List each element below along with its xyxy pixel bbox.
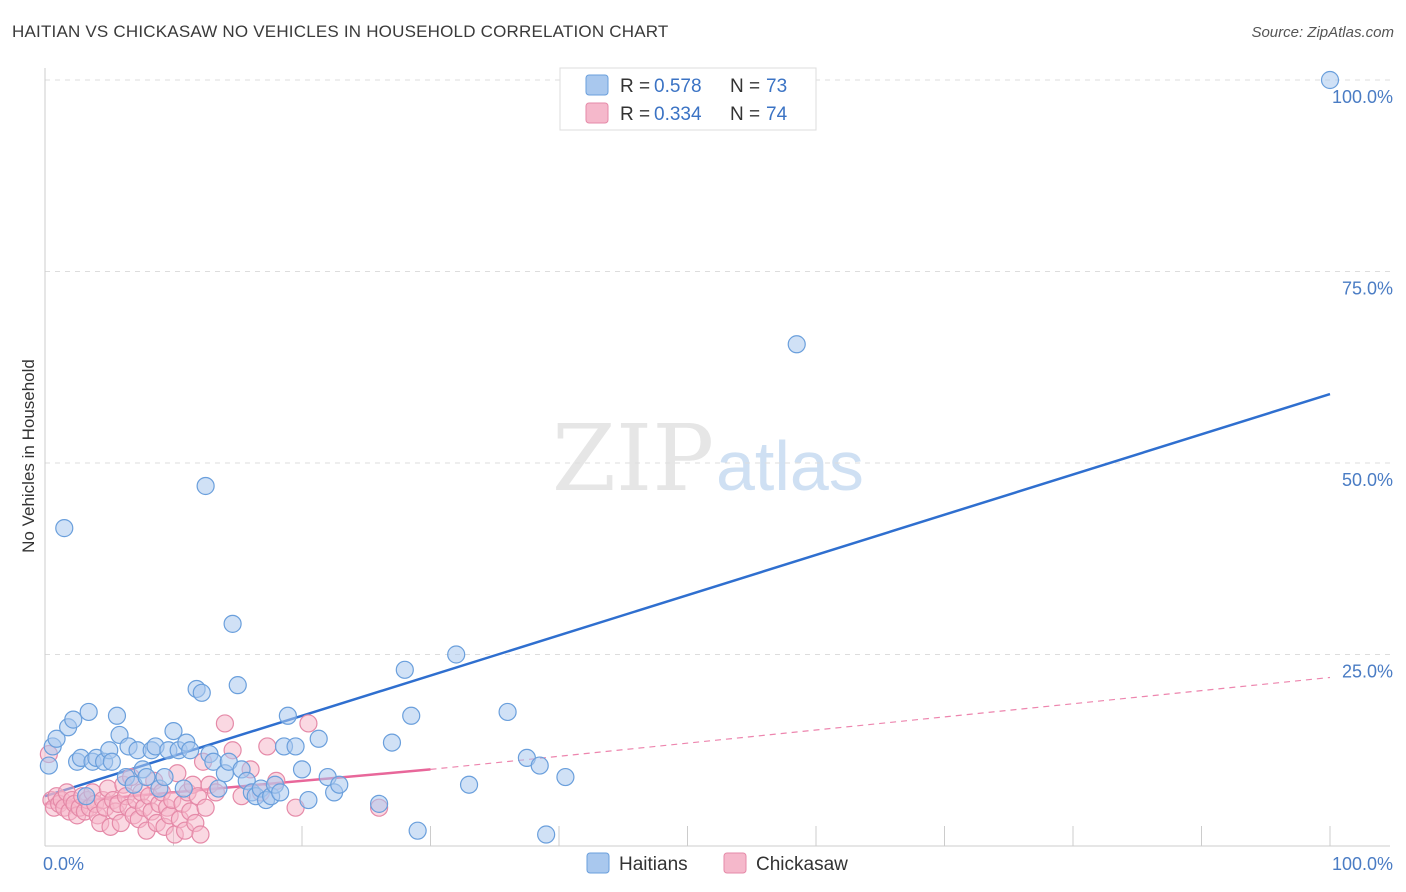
haitians-point [498, 702, 517, 722]
haitians-series-swatch [586, 852, 610, 874]
haitians-point [447, 645, 466, 664]
haitians-point [107, 706, 127, 725]
haitians-point [556, 767, 575, 787]
haitians-point [408, 821, 427, 840]
chickasaw-series-label: Chickasaw [756, 854, 848, 875]
source-credit: Source: ZipAtlas.com [1251, 24, 1394, 41]
haitians-trend-line [44, 392, 1331, 798]
haitians-point [174, 779, 193, 798]
haitians-point [223, 614, 242, 633]
y-tick-label: 100.0% [1332, 87, 1393, 107]
chickasaw-legend-swatch [585, 102, 609, 124]
chart-title: HAITIAN VS CHICKASAW NO VEHICLES IN HOUS… [12, 22, 669, 41]
x-tick-label: 100.0% [1332, 854, 1393, 874]
haitians-point [402, 706, 421, 725]
haitians-n-value: 73 [766, 76, 787, 97]
haitians-point [330, 775, 349, 794]
chickasaw-series-swatch [723, 852, 747, 874]
haitians-n-label: N = [730, 76, 760, 97]
chickasaw-trend-extension [430, 676, 1331, 770]
y-tick-label: 25.0% [1342, 662, 1393, 682]
haitians-point [278, 706, 297, 725]
x-tick-labels: 0.0% 100.0% [43, 854, 1393, 874]
chickasaw-point [196, 798, 215, 817]
watermark-zip: ZIP [552, 405, 714, 512]
watermark-atlas: atlas [716, 427, 864, 505]
haitians-point [47, 729, 66, 748]
haitians-point [137, 767, 156, 787]
chickasaw-r-value: 0.334 [654, 104, 702, 125]
haitians-point [196, 476, 215, 496]
chickasaw-point [215, 714, 234, 733]
haitians-point [537, 825, 556, 844]
chickasaw-point [299, 714, 318, 733]
x-tick-label: 0.0% [43, 854, 84, 874]
haitians-point [155, 767, 174, 787]
haitians-point [79, 702, 98, 722]
haitians-point [164, 721, 183, 741]
haitians-point [286, 737, 305, 756]
haitians-points [39, 70, 1340, 844]
chickasaw-n-value: 74 [766, 104, 788, 125]
haitians-point [64, 710, 83, 729]
haitians-legend-swatch [585, 74, 609, 96]
haitians-point [299, 790, 318, 810]
y-tick-label: 75.0% [1342, 279, 1393, 299]
haitians-r-label: R = [620, 76, 650, 97]
chickasaw-point [258, 737, 277, 756]
haitians-point [209, 779, 228, 798]
haitians-point [292, 760, 312, 779]
haitians-series-label: Haitians [619, 854, 688, 875]
haitians-point [181, 741, 200, 760]
haitians-point [395, 660, 414, 679]
gridlines [44, 79, 1390, 846]
axes [44, 68, 1390, 847]
series-legend: Haitians Chickasaw [586, 852, 848, 875]
haitians-point [382, 733, 402, 752]
haitians-point [102, 752, 121, 771]
haitians-point [1320, 70, 1340, 90]
chickasaw-point [191, 825, 210, 844]
haitians-point [787, 335, 806, 354]
haitians-point [309, 729, 328, 748]
y-axis-label: No Vehicles in Household [19, 359, 38, 553]
haitians-point [192, 683, 211, 702]
haitians-point [77, 787, 96, 806]
haitians-r-value: 0.578 [654, 76, 702, 97]
haitians-point [530, 756, 549, 775]
y-tick-labels: 100.0% 75.0% 50.0% 25.0% [1332, 87, 1393, 682]
haitians-point [271, 783, 290, 802]
haitians-point [459, 775, 479, 794]
haitians-point [55, 519, 74, 538]
y-tick-label: 50.0% [1342, 470, 1393, 490]
chickasaw-n-label: N = [730, 104, 760, 125]
haitians-point [39, 756, 58, 775]
haitians-point [228, 676, 247, 695]
watermark: ZIP atlas [552, 405, 864, 512]
stats-legend: R = 0.578 N = 73 R = 0.334 N = 74 [559, 67, 817, 131]
chickasaw-r-label: R = [620, 104, 650, 125]
haitians-point [370, 794, 389, 813]
